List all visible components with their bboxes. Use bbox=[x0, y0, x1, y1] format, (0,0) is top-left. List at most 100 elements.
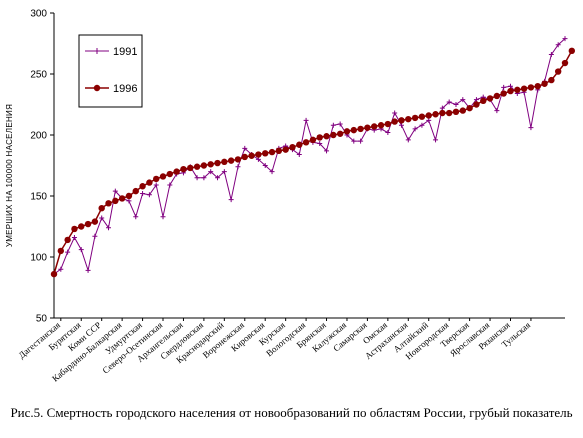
data-point-1991 bbox=[358, 138, 364, 144]
chart: 50 100 150 200 250 300 ДагестанскаяБурятскаяК… bbox=[5, 9, 576, 384]
data-point-1991 bbox=[167, 182, 173, 188]
data-point-1996 bbox=[71, 225, 78, 233]
data-point-1996 bbox=[534, 83, 541, 90]
data-point-1991 bbox=[412, 126, 418, 132]
data-point-1996 bbox=[500, 90, 507, 97]
data-point-1996 bbox=[105, 200, 112, 207]
data-point-1991 bbox=[453, 102, 459, 107]
data-point-1991 bbox=[92, 233, 98, 239]
data-point-1991 bbox=[446, 99, 452, 105]
data-point-1991 bbox=[106, 225, 112, 231]
data-point-1991 bbox=[65, 249, 71, 255]
legend: 1991 1996 bbox=[78, 34, 143, 108]
data-point-1996 bbox=[153, 175, 160, 183]
y-tick-label: 300 bbox=[30, 9, 47, 20]
data-point-1996 bbox=[439, 109, 446, 117]
data-point-1991 bbox=[255, 156, 261, 162]
data-point-1996 bbox=[316, 134, 323, 141]
legend-box bbox=[78, 34, 143, 108]
y-tick-label: 100 bbox=[30, 253, 47, 264]
data-point-1996 bbox=[520, 85, 528, 92]
data-point-1996 bbox=[78, 223, 85, 230]
data-point-1991 bbox=[262, 163, 268, 168]
data-point-1996 bbox=[118, 195, 126, 202]
data-point-1996 bbox=[377, 122, 385, 129]
data-point-1996 bbox=[486, 95, 494, 102]
data-point-1996 bbox=[391, 118, 398, 125]
data-point-1996 bbox=[289, 144, 296, 151]
y-tick-label: 50 bbox=[36, 314, 48, 325]
data-point-1996 bbox=[187, 164, 194, 172]
data-point-1991 bbox=[426, 117, 432, 123]
data-point-1996 bbox=[112, 197, 119, 205]
data-point-1991 bbox=[112, 188, 118, 194]
data-point-1991 bbox=[337, 121, 343, 127]
data-point-1996 bbox=[139, 183, 146, 190]
data-point-1991 bbox=[201, 175, 207, 181]
data-point-1991 bbox=[439, 105, 445, 111]
data-point-1996 bbox=[398, 117, 405, 124]
legend-label-1991: 1991 bbox=[113, 46, 137, 58]
data-point-1991 bbox=[405, 137, 411, 143]
data-point-1991 bbox=[153, 182, 159, 188]
data-point-1991 bbox=[126, 198, 132, 204]
data-point-1991 bbox=[146, 192, 152, 198]
data-point-1991 bbox=[317, 141, 323, 147]
data-point-1991 bbox=[99, 215, 105, 221]
data-point-1991 bbox=[160, 214, 166, 220]
data-point-1991 bbox=[433, 137, 439, 143]
data-point-1991 bbox=[548, 51, 554, 57]
data-point-1991 bbox=[215, 175, 221, 181]
data-point-1996 bbox=[207, 161, 214, 168]
data-point-1991 bbox=[78, 247, 84, 253]
data-point-1996 bbox=[91, 218, 99, 225]
data-point-1991 bbox=[419, 122, 425, 128]
data-point-1991 bbox=[398, 122, 404, 128]
data-point-1996 bbox=[282, 146, 289, 153]
data-point-1996 bbox=[227, 157, 235, 164]
data-point-1996 bbox=[241, 153, 248, 161]
data-point-1996 bbox=[255, 151, 262, 158]
data-point-1996 bbox=[384, 120, 392, 128]
data-point-1991 bbox=[385, 130, 391, 136]
data-point-1991 bbox=[324, 148, 330, 154]
data-point-1996 bbox=[57, 247, 65, 255]
data-point-1996 bbox=[296, 141, 303, 148]
data-point-1996 bbox=[507, 87, 514, 95]
data-point-1996 bbox=[405, 115, 412, 123]
data-point-1991 bbox=[528, 125, 534, 131]
data-point-1996 bbox=[180, 165, 187, 173]
data-point-1996 bbox=[445, 109, 453, 117]
data-point-1991 bbox=[501, 84, 507, 90]
y-tick-label: 200 bbox=[30, 131, 47, 142]
data-point-1996 bbox=[214, 159, 221, 167]
data-point-1996 bbox=[262, 150, 269, 157]
data-point-1996 bbox=[98, 205, 105, 212]
data-point-1996 bbox=[343, 128, 351, 135]
data-point-1996 bbox=[132, 187, 139, 195]
data-point-1996 bbox=[548, 76, 555, 84]
data-point-1991 bbox=[228, 197, 234, 203]
y-axis-label: УМЕРШИХ НА 100000 НАСЕЛЕНИЯ bbox=[5, 104, 14, 247]
data-point-1996 bbox=[459, 107, 466, 114]
data-point-1996 bbox=[554, 68, 562, 75]
data-point-1996 bbox=[64, 236, 71, 244]
data-point-1991 bbox=[330, 122, 336, 128]
data-point-1996 bbox=[527, 84, 535, 91]
legend-entry-1991: 1991 bbox=[85, 46, 137, 58]
data-point-1996 bbox=[323, 133, 330, 140]
y-tick-label: 150 bbox=[30, 192, 47, 203]
data-point-1991 bbox=[562, 36, 568, 42]
data-point-1996 bbox=[302, 139, 310, 146]
data-point-1996 bbox=[561, 59, 569, 67]
data-point-1991 bbox=[303, 117, 309, 123]
data-point-1996 bbox=[309, 136, 317, 144]
data-point-1996 bbox=[480, 97, 487, 105]
data-point-1996 bbox=[159, 173, 167, 180]
data-point-1996 bbox=[173, 168, 180, 175]
data-point-1996 bbox=[125, 192, 133, 200]
data-point-1996 bbox=[568, 47, 576, 55]
y-tick-label: 250 bbox=[30, 70, 47, 81]
data-point-1996 bbox=[493, 92, 501, 100]
data-point-1996 bbox=[200, 162, 208, 169]
